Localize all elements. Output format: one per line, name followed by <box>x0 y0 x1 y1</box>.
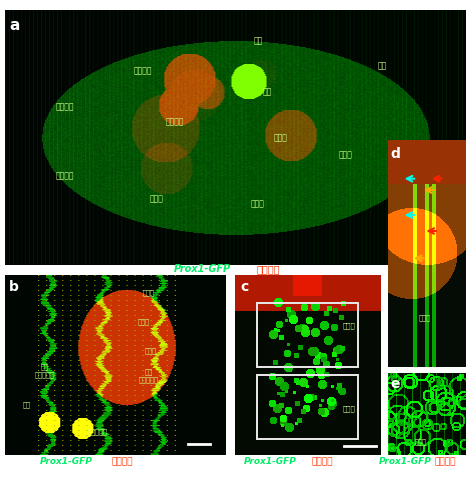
Text: 호흡점막: 호흡점막 <box>55 171 74 180</box>
Text: Prox1-GFP: Prox1-GFP <box>244 457 297 466</box>
Text: Prox1-GFP: Prox1-GFP <box>379 457 431 466</box>
Text: 경구개: 경구개 <box>150 194 164 203</box>
Text: 소롼: 소롼 <box>378 62 387 70</box>
Text: 내측
경부림프관: 내측 경부림프관 <box>34 364 55 378</box>
Text: 후근점막: 후근점막 <box>55 102 74 112</box>
Text: 비인두: 비인두 <box>274 133 288 142</box>
Text: 비인두: 비인두 <box>419 314 431 321</box>
Text: 롼첨수액: 롼첨수액 <box>256 264 280 274</box>
Text: 연구개: 연구개 <box>251 200 265 208</box>
Text: 경부림프절: 경부림프절 <box>87 428 108 435</box>
Text: 대롼: 대롼 <box>263 87 272 96</box>
Text: Prox1-GFP: Prox1-GFP <box>39 457 92 466</box>
Text: 롼첨수액: 롼첨수액 <box>435 457 456 466</box>
Text: 롼첨수액: 롼첨수액 <box>111 457 133 466</box>
Text: 구인두: 구인두 <box>342 405 355 411</box>
Text: c: c <box>241 280 249 294</box>
Text: 비인두: 비인두 <box>144 348 157 354</box>
Text: a: a <box>9 18 20 32</box>
Text: Prox1-GFP: Prox1-GFP <box>173 264 231 274</box>
Text: 별집체판: 별집체판 <box>166 118 184 126</box>
Text: 롼첨수액: 롼첨수액 <box>311 457 333 466</box>
Text: 구인두: 구인두 <box>415 438 426 445</box>
Text: 기도: 기도 <box>23 402 31 408</box>
Text: b: b <box>9 280 19 294</box>
Text: 쳛수: 쳛수 <box>410 171 419 180</box>
Text: 외측
경부림프관: 외측 경부림프관 <box>138 368 158 383</box>
Text: e: e <box>391 376 400 390</box>
Text: 후각망을: 후각망을 <box>133 66 152 76</box>
Text: d: d <box>391 147 401 161</box>
Text: 헤마: 헤마 <box>253 36 263 45</box>
Text: 연구개: 연구개 <box>138 318 150 325</box>
Text: 경구개: 경구개 <box>142 290 154 296</box>
Text: 구인두: 구인두 <box>338 151 352 160</box>
Text: 비인두: 비인두 <box>342 322 355 328</box>
